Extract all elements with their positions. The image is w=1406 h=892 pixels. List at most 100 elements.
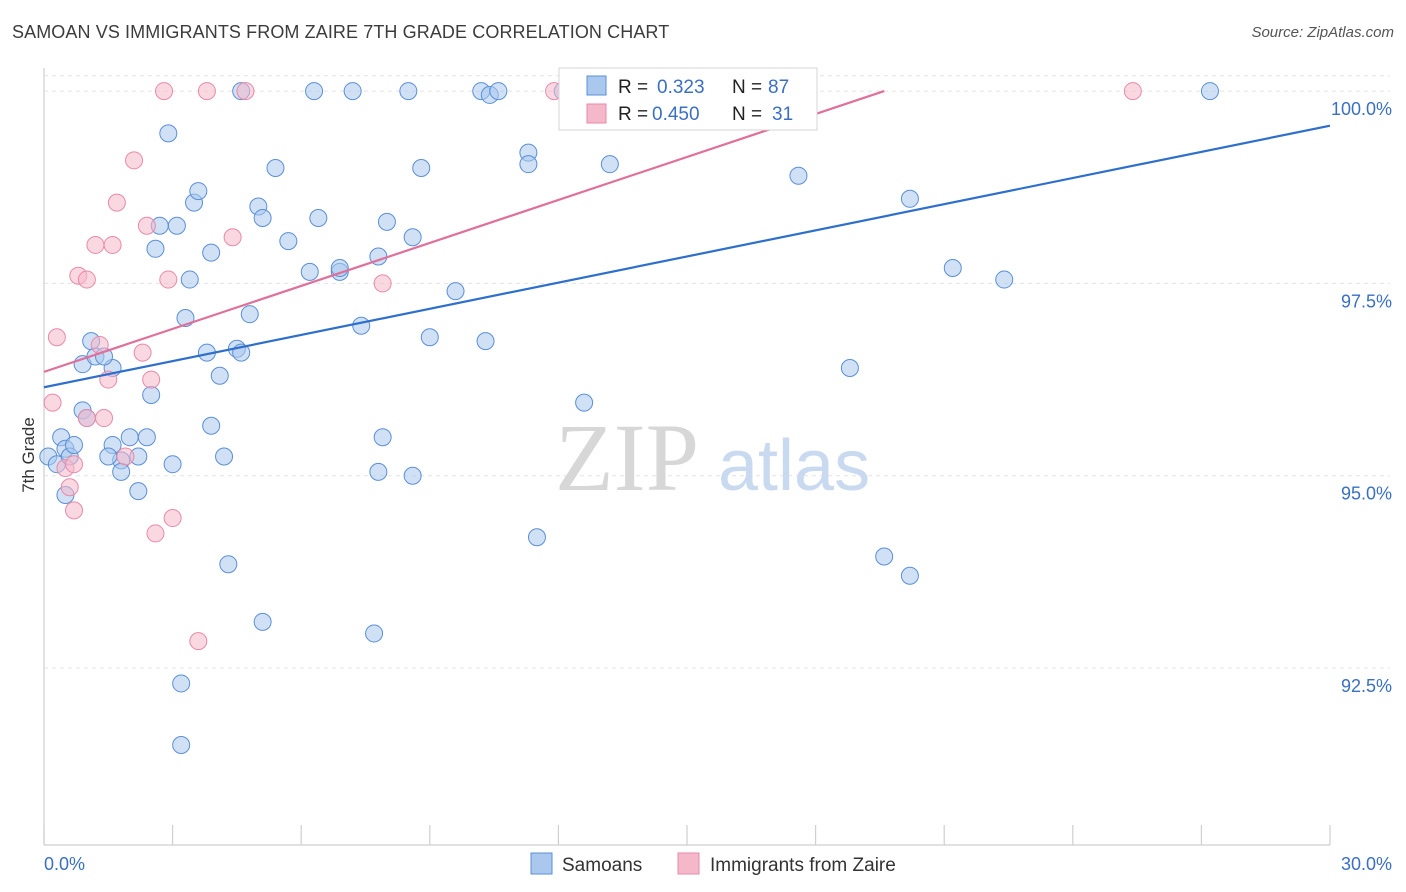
data-point xyxy=(202,243,221,262)
series-samoans xyxy=(39,82,1219,754)
data-point xyxy=(476,332,495,351)
data-point xyxy=(600,155,619,174)
x-tick-label-min: 0.0% xyxy=(44,854,85,874)
data-point xyxy=(65,455,84,474)
data-point xyxy=(142,370,161,389)
data-point xyxy=(219,555,238,574)
data-point xyxy=(137,216,156,235)
data-point xyxy=(253,612,272,631)
data-point xyxy=(300,262,319,281)
y-axis-title: 7th Grade xyxy=(19,417,38,493)
trend-line-samoans xyxy=(43,124,1331,389)
data-point xyxy=(95,409,114,428)
data-point xyxy=(99,447,118,466)
y-tick-labels: 92.5% 95.0% 97.5% 100.0% xyxy=(1331,99,1392,696)
data-point xyxy=(377,212,396,231)
data-point xyxy=(253,209,272,228)
data-point xyxy=(309,209,328,228)
data-point xyxy=(60,478,79,497)
data-point xyxy=(163,509,182,528)
data-point xyxy=(266,159,285,178)
data-point xyxy=(142,385,161,404)
data-point xyxy=(129,482,148,501)
data-point xyxy=(223,228,242,247)
data-point xyxy=(103,235,122,254)
data-point xyxy=(146,524,165,543)
data-point xyxy=(133,343,152,362)
data-point xyxy=(403,466,422,485)
stats-legend: R = 0.323 N = 87 R = 0.450 N = 31 xyxy=(558,67,818,131)
data-point xyxy=(189,182,208,201)
data-point xyxy=(840,359,859,378)
data-point xyxy=(305,82,324,101)
data-point xyxy=(137,428,156,447)
data-point xyxy=(107,193,126,212)
trend-line-zaire xyxy=(43,90,885,373)
watermark-zip: ZIP xyxy=(555,404,699,511)
data-point xyxy=(180,270,199,289)
data-point xyxy=(575,393,594,412)
y-tick-label: 95.0% xyxy=(1341,484,1392,504)
data-point xyxy=(412,159,431,178)
legend-n-label-2: N = xyxy=(732,104,762,125)
data-point xyxy=(399,82,418,101)
data-point xyxy=(365,624,384,643)
bottom-legend-label-zaire: Immigrants from Zaire xyxy=(710,855,896,876)
data-point xyxy=(202,416,221,435)
legend-r-value-1: 0.323 xyxy=(657,77,705,98)
data-point xyxy=(86,235,105,254)
data-point xyxy=(403,228,422,247)
legend-r-value-2: 0.450 xyxy=(652,104,700,125)
bottom-legend-swatch-zaire xyxy=(677,852,700,875)
data-point xyxy=(236,82,255,101)
gridlines xyxy=(44,75,1390,669)
data-point xyxy=(489,82,508,101)
legend-r-label-1: R = xyxy=(618,77,648,98)
watermark: ZIP atlas xyxy=(555,404,870,511)
watermark-atlas: atlas xyxy=(718,426,870,506)
data-point xyxy=(120,428,139,447)
legend-n-value-1: 87 xyxy=(768,77,789,98)
data-point xyxy=(279,232,298,251)
data-point xyxy=(125,151,144,170)
y-tick-label: 92.5% xyxy=(1341,676,1392,696)
bottom-legend-swatch-samoans xyxy=(530,852,553,875)
bottom-legend: Samoans Immigrants from Zaire xyxy=(530,852,896,876)
data-point xyxy=(900,189,919,208)
data-point xyxy=(189,632,208,651)
legend-swatch-pink xyxy=(586,103,607,124)
data-point xyxy=(116,447,135,466)
data-point xyxy=(943,259,962,278)
data-point xyxy=(373,428,392,447)
data-point xyxy=(420,328,439,347)
data-point xyxy=(112,462,131,481)
source-label: Source: ZipAtlas.com xyxy=(1251,24,1394,41)
data-point xyxy=(167,216,186,235)
legend-n-label-1: N = xyxy=(732,77,762,98)
data-point xyxy=(146,239,165,258)
legend-n-value-2: 31 xyxy=(772,104,793,125)
data-point xyxy=(369,462,388,481)
data-point xyxy=(900,566,919,585)
series-immigrants-from-zaire xyxy=(43,82,1142,651)
data-point xyxy=(210,366,229,385)
y-tick-label: 100.0% xyxy=(1331,99,1392,119)
data-point xyxy=(875,547,894,566)
data-point xyxy=(789,166,808,185)
data-point xyxy=(47,328,66,347)
bottom-legend-label-samoans: Samoans xyxy=(562,855,642,876)
data-point xyxy=(519,155,538,174)
data-point xyxy=(1200,82,1219,101)
data-point xyxy=(343,82,362,101)
data-point xyxy=(352,316,371,335)
data-point xyxy=(373,274,392,293)
x-tick-label-max: 30.0% xyxy=(1341,854,1392,874)
data-point xyxy=(240,305,259,324)
data-point xyxy=(446,282,465,301)
chart-title: SAMOAN VS IMMIGRANTS FROM ZAIRE 7TH GRAD… xyxy=(12,22,670,42)
data-point xyxy=(159,270,178,289)
data-point xyxy=(159,124,178,143)
data-point xyxy=(43,393,62,412)
data-point xyxy=(215,447,234,466)
data-point xyxy=(197,82,216,101)
